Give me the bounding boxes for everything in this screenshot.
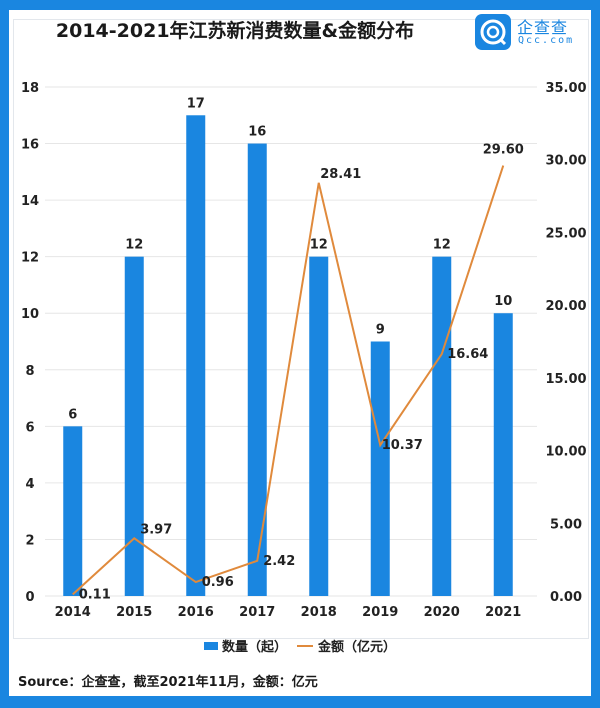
right-tick-label: 0.00	[550, 590, 582, 605]
bar-data-label: 9	[376, 323, 385, 338]
logo-text-en: Qcc.com	[518, 35, 575, 46]
right-tick-label: 30.00	[545, 154, 586, 169]
bar-data-label: 6	[68, 407, 77, 422]
line-data-label: 29.60	[483, 143, 524, 158]
chart-title: 2014-2021年江苏新消费数量&金额分布	[55, 20, 415, 42]
bar	[309, 256, 329, 596]
x-tick-label: 2014	[55, 605, 91, 620]
bar	[247, 143, 267, 597]
line-data-label: 2.42	[263, 554, 295, 569]
x-tick-label: 2018	[301, 605, 337, 620]
x-tick-label: 2016	[178, 605, 214, 620]
source-note: Source：企查查，截至2021年11月，金额：亿元	[18, 675, 318, 690]
legend: 数量（起） 金额（亿元）	[0, 636, 600, 655]
left-tick-label: 10	[21, 307, 39, 322]
right-tick-label: 5.00	[550, 517, 582, 532]
left-tick-label: 14	[21, 194, 39, 209]
left-tick-label: 0	[25, 590, 34, 605]
bar	[186, 115, 206, 597]
legend-bar-label: 数量（起）	[221, 640, 287, 655]
legend-line-label: 金额（亿元）	[318, 640, 397, 655]
left-tick-label: 2	[25, 533, 34, 548]
chart-frame	[13, 19, 589, 639]
left-tick-label: 18	[21, 81, 39, 96]
line-data-label: 0.96	[202, 575, 234, 590]
right-axis-ticks: 0.00 5.00 10.00 15.00 20.00 25.00 30.00 35.00	[545, 81, 586, 605]
bar-data-label: 16	[248, 125, 266, 140]
left-tick-label: 16	[21, 138, 39, 153]
left-tick-label: 8	[25, 364, 34, 379]
x-axis-ticks: 2014 2015 2016 2017 2018 2019 2020 2021	[55, 605, 522, 620]
bar-data-label: 10	[494, 294, 512, 309]
qcc-logo-icon	[475, 14, 511, 50]
bar	[370, 341, 390, 596]
line-data-label: 28.41	[320, 167, 361, 182]
x-tick-label: 2019	[362, 605, 398, 620]
line-data-label: 10.37	[382, 438, 423, 453]
bar	[432, 256, 452, 596]
line-data-label: 3.97	[140, 522, 172, 537]
legend-line-swatch	[297, 644, 313, 647]
logo-text-cn: 企查查	[517, 18, 569, 37]
right-tick-label: 10.00	[545, 445, 586, 460]
right-tick-label: 15.00	[545, 372, 586, 387]
x-tick-label: 2020	[424, 605, 460, 620]
bar	[493, 313, 513, 596]
bar-data-label: 12	[125, 238, 143, 253]
line-data-label: 0.11	[79, 587, 111, 602]
bar-series	[63, 115, 513, 597]
x-tick-label: 2015	[116, 605, 152, 620]
bar-data-label: 12	[310, 238, 328, 253]
line-path	[72, 165, 505, 596]
qcc-logo: 企查查 Qcc.com	[475, 14, 585, 54]
bar	[63, 426, 83, 596]
left-tick-label: 4	[25, 477, 34, 492]
legend-bar-swatch	[203, 641, 218, 650]
x-tick-label: 2017	[239, 605, 275, 620]
gridlines	[45, 86, 537, 597]
line-series	[72, 165, 505, 596]
right-tick-label: 35.00	[545, 81, 586, 96]
x-tick-label: 2021	[485, 605, 521, 620]
bar-data-label: 17	[187, 96, 205, 111]
bar	[124, 256, 144, 596]
right-tick-label: 25.00	[545, 226, 586, 241]
left-axis-ticks: 0 2 4 6 8 10 12 14 16 18	[21, 81, 39, 605]
left-tick-label: 6	[25, 420, 34, 435]
right-tick-label: 20.00	[545, 299, 586, 314]
bar-data-label: 12	[433, 238, 451, 253]
left-tick-label: 12	[21, 251, 39, 266]
bar-data-labels: 6 12 17 16 12 9 12 10	[68, 96, 512, 422]
line-data-labels: 0.11 3.97 0.96 2.42 28.41 10.37 16.64 29.60	[79, 143, 524, 603]
line-data-label: 16.64	[447, 347, 488, 362]
